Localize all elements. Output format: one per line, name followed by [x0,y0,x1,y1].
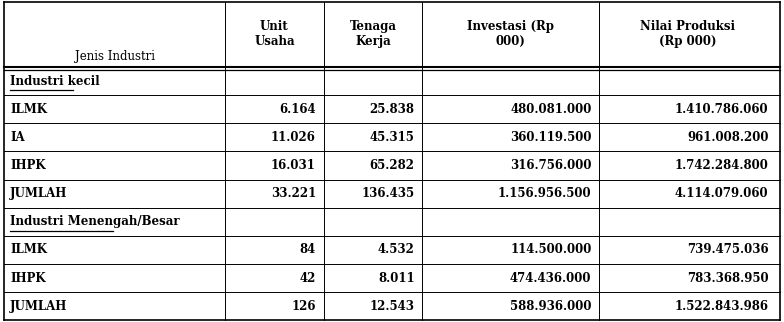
Text: 8.011: 8.011 [378,272,415,285]
Text: 12.543: 12.543 [369,300,415,313]
Text: 16.031: 16.031 [271,159,316,172]
Text: 136.435: 136.435 [361,187,415,200]
Text: ILMK: ILMK [10,103,47,116]
Text: 480.081.000: 480.081.000 [510,103,591,116]
Text: 84: 84 [299,243,316,257]
Text: 474.436.000: 474.436.000 [510,272,591,285]
Text: 4.532: 4.532 [378,243,415,257]
Text: 783.368.950: 783.368.950 [687,272,768,285]
Text: 42: 42 [299,272,316,285]
Text: 25.838: 25.838 [369,103,415,116]
Text: 1.156.956.500: 1.156.956.500 [498,187,591,200]
Text: 45.315: 45.315 [369,131,415,144]
Text: 961.008.200: 961.008.200 [687,131,768,144]
Text: IHPK: IHPK [10,159,45,172]
Text: Unit
Usaha: Unit Usaha [254,20,295,48]
Text: 114.500.000: 114.500.000 [510,243,591,257]
Text: Nilai Produksi
(Rp 000): Nilai Produksi (Rp 000) [641,20,735,48]
Text: ILMK: ILMK [10,243,47,257]
Text: 33.221: 33.221 [270,187,316,200]
Text: 65.282: 65.282 [369,159,415,172]
Text: Tenaga
Kerja: Tenaga Kerja [350,20,397,48]
Text: IHPK: IHPK [10,272,45,285]
Text: 1.522.843.986: 1.522.843.986 [674,300,768,313]
Text: Industri kecil: Industri kecil [10,74,100,88]
Text: 126: 126 [292,300,316,313]
Text: 739.475.036: 739.475.036 [687,243,768,257]
Text: 316.756.000: 316.756.000 [510,159,591,172]
Text: 11.026: 11.026 [271,131,316,144]
Text: 6.164: 6.164 [279,103,316,116]
Text: Jenis Industri: Jenis Industri [74,50,154,63]
Text: 360.119.500: 360.119.500 [510,131,591,144]
Text: 1.410.786.060: 1.410.786.060 [675,103,768,116]
Text: 588.936.000: 588.936.000 [510,300,591,313]
Text: JUMLAH: JUMLAH [10,187,67,200]
Text: JUMLAH: JUMLAH [10,300,67,313]
Text: 4.114.079.060: 4.114.079.060 [675,187,768,200]
Text: IA: IA [10,131,25,144]
Text: Investasi (Rp
000): Investasi (Rp 000) [467,20,554,48]
Text: 1.742.284.800: 1.742.284.800 [674,159,768,172]
Text: Industri Menengah/Besar: Industri Menengah/Besar [10,215,180,228]
